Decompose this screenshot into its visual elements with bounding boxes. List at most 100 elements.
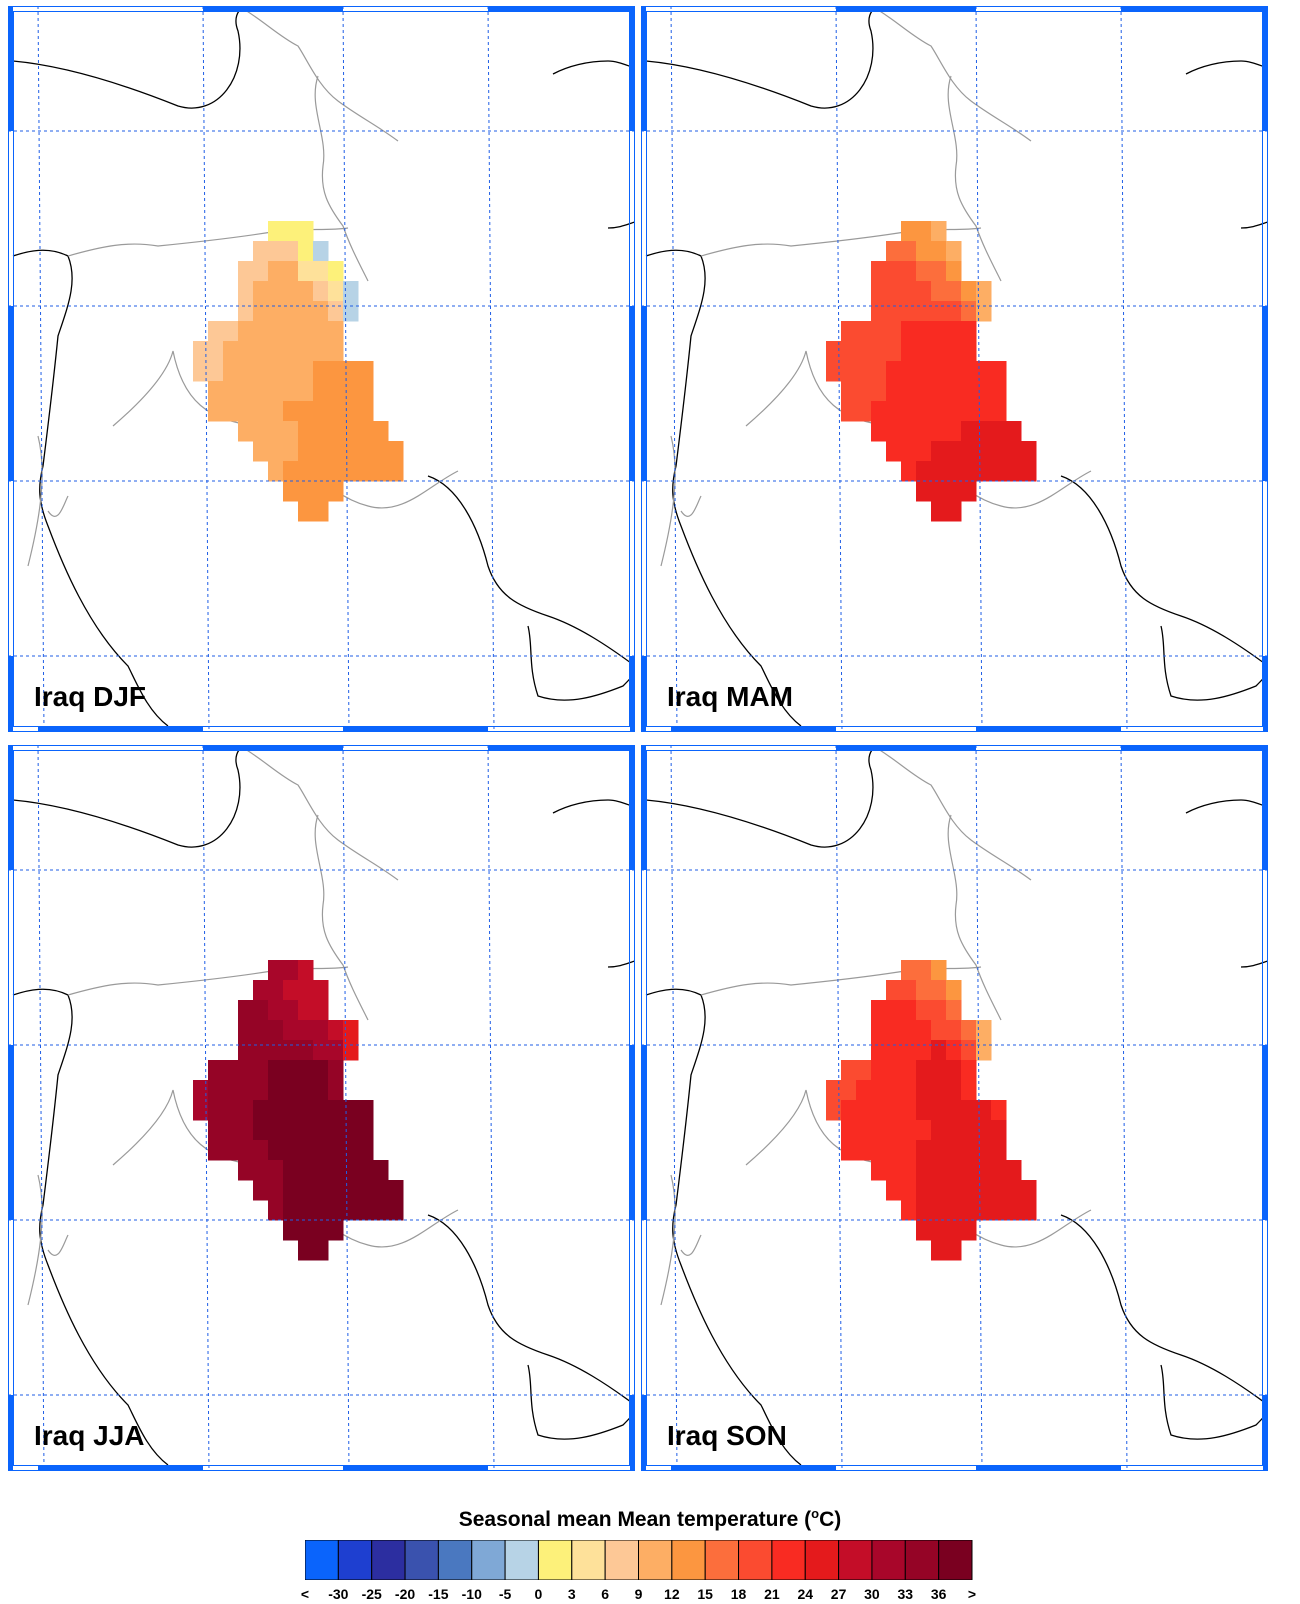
- grid-cell: [253, 1100, 269, 1121]
- grid-cell: [916, 421, 932, 442]
- grid-cell: [961, 321, 977, 342]
- grid-cell: [886, 301, 902, 322]
- grid-cell: [901, 1140, 917, 1161]
- grid-cell: [283, 980, 299, 1001]
- colorbar-tick-label: -5: [498, 1586, 512, 1602]
- grid-cell: [253, 1020, 269, 1041]
- grid-cell: [976, 1200, 992, 1221]
- grid-cell: [991, 1140, 1007, 1161]
- grid-cell: [976, 281, 992, 302]
- frame-tick-bar: [641, 1395, 646, 1471]
- grid-cell: [268, 980, 284, 1001]
- grid-cell: [268, 361, 284, 382]
- grid-cell: [961, 1160, 977, 1181]
- grid-cell: [916, 1100, 932, 1121]
- grid-cell: [946, 301, 962, 322]
- grid-cell: [946, 481, 962, 502]
- grid-cell: [946, 361, 962, 382]
- grid-cell: [298, 481, 314, 502]
- grid-cell: [298, 301, 314, 322]
- grid-cell: [976, 1180, 992, 1201]
- colorbar-tick-label: 21: [764, 1586, 780, 1602]
- grid-cell: [193, 1100, 209, 1121]
- frame-tick-bar: [1263, 1045, 1268, 1220]
- colorbar-tick-label: -20: [394, 1586, 416, 1602]
- grid-cell: [961, 461, 977, 482]
- grid-cell: [871, 281, 887, 302]
- grid-cell: [946, 441, 962, 462]
- grid-cell: [268, 1120, 284, 1141]
- frame-tick-bar: [1121, 745, 1268, 750]
- grid-cell: [283, 1200, 299, 1221]
- grid-cell: [238, 1060, 254, 1081]
- grid-cell: [916, 361, 932, 382]
- grid-cell: [901, 1160, 917, 1181]
- frame-tick-bar: [488, 745, 635, 750]
- country-border-5: [27, 1174, 43, 1306]
- frame-tick-bar: [38, 1466, 203, 1471]
- grid-cell: [283, 401, 299, 422]
- grid-cell: [208, 321, 224, 342]
- grid-cell: [931, 381, 947, 402]
- grid-cell: [931, 241, 947, 262]
- grid-cell: [886, 321, 902, 342]
- coastline-2: [427, 475, 635, 667]
- grid-cell: [223, 1120, 239, 1141]
- grid-cell: [358, 1120, 374, 1141]
- grid-cell: [253, 361, 269, 382]
- colorbar-tick-label: 18: [730, 1586, 747, 1602]
- frame-tick-bar: [8, 1045, 13, 1220]
- grid-cell: [223, 1100, 239, 1121]
- grid-cell: [871, 1020, 887, 1041]
- grid-cell: [886, 381, 902, 402]
- country-border-4: [680, 1234, 702, 1256]
- grid-cell: [298, 1160, 314, 1181]
- grid-cell: [916, 1220, 932, 1241]
- grid-cell: [313, 980, 329, 1001]
- grid-cell: [886, 1120, 902, 1141]
- grid-cell: [283, 1020, 299, 1041]
- grid-cell: [268, 341, 284, 362]
- grid-cell: [298, 1040, 314, 1061]
- grid-cell: [901, 1120, 917, 1141]
- grid-cell: [358, 1160, 374, 1181]
- grid-cell: [268, 261, 284, 282]
- grid-cell: [313, 1120, 329, 1141]
- grid-cell: [901, 461, 917, 482]
- frame-tick-bar: [671, 1466, 836, 1471]
- grid-cell: [886, 1000, 902, 1021]
- grid-cell: [856, 1120, 872, 1141]
- grid-cell: [961, 1180, 977, 1201]
- grid-cell: [856, 321, 872, 342]
- grid-cell: [283, 241, 299, 262]
- grid-cell: [328, 461, 344, 482]
- grid-cell: [916, 1060, 932, 1081]
- grid-cell: [991, 1180, 1007, 1201]
- grid-cell: [916, 241, 932, 262]
- grid-cell: [916, 281, 932, 302]
- grid-cell: [253, 1040, 269, 1061]
- grid-cell: [946, 1120, 962, 1141]
- grid-cell: [298, 1060, 314, 1081]
- map-panel-jja: Iraq JJA: [8, 745, 635, 1471]
- grid-cell: [253, 1160, 269, 1181]
- map-panel-mam: Iraq MAM: [641, 6, 1268, 732]
- grid-cell: [388, 1180, 404, 1201]
- grid-cell: [253, 381, 269, 402]
- grid-cell: [826, 361, 842, 382]
- grid-cell: [313, 361, 329, 382]
- colorbar-tick-label: 9: [634, 1586, 643, 1602]
- map-frame-inner: [13, 11, 630, 727]
- frame-tick-bar: [203, 745, 343, 750]
- map-panel-djf: Iraq DJF: [8, 6, 635, 732]
- grid-cell: [238, 381, 254, 402]
- grid-cell: [886, 1180, 902, 1201]
- grid-cell: [916, 461, 932, 482]
- colorbar-swatch: [771, 1540, 806, 1580]
- grid-cell: [313, 301, 329, 322]
- longitude-line-2: [342, 745, 350, 1471]
- country-border-5: [660, 435, 676, 567]
- grid-cell: [313, 1100, 329, 1121]
- country-border-0: [237, 745, 399, 881]
- grid-cell: [358, 1100, 374, 1121]
